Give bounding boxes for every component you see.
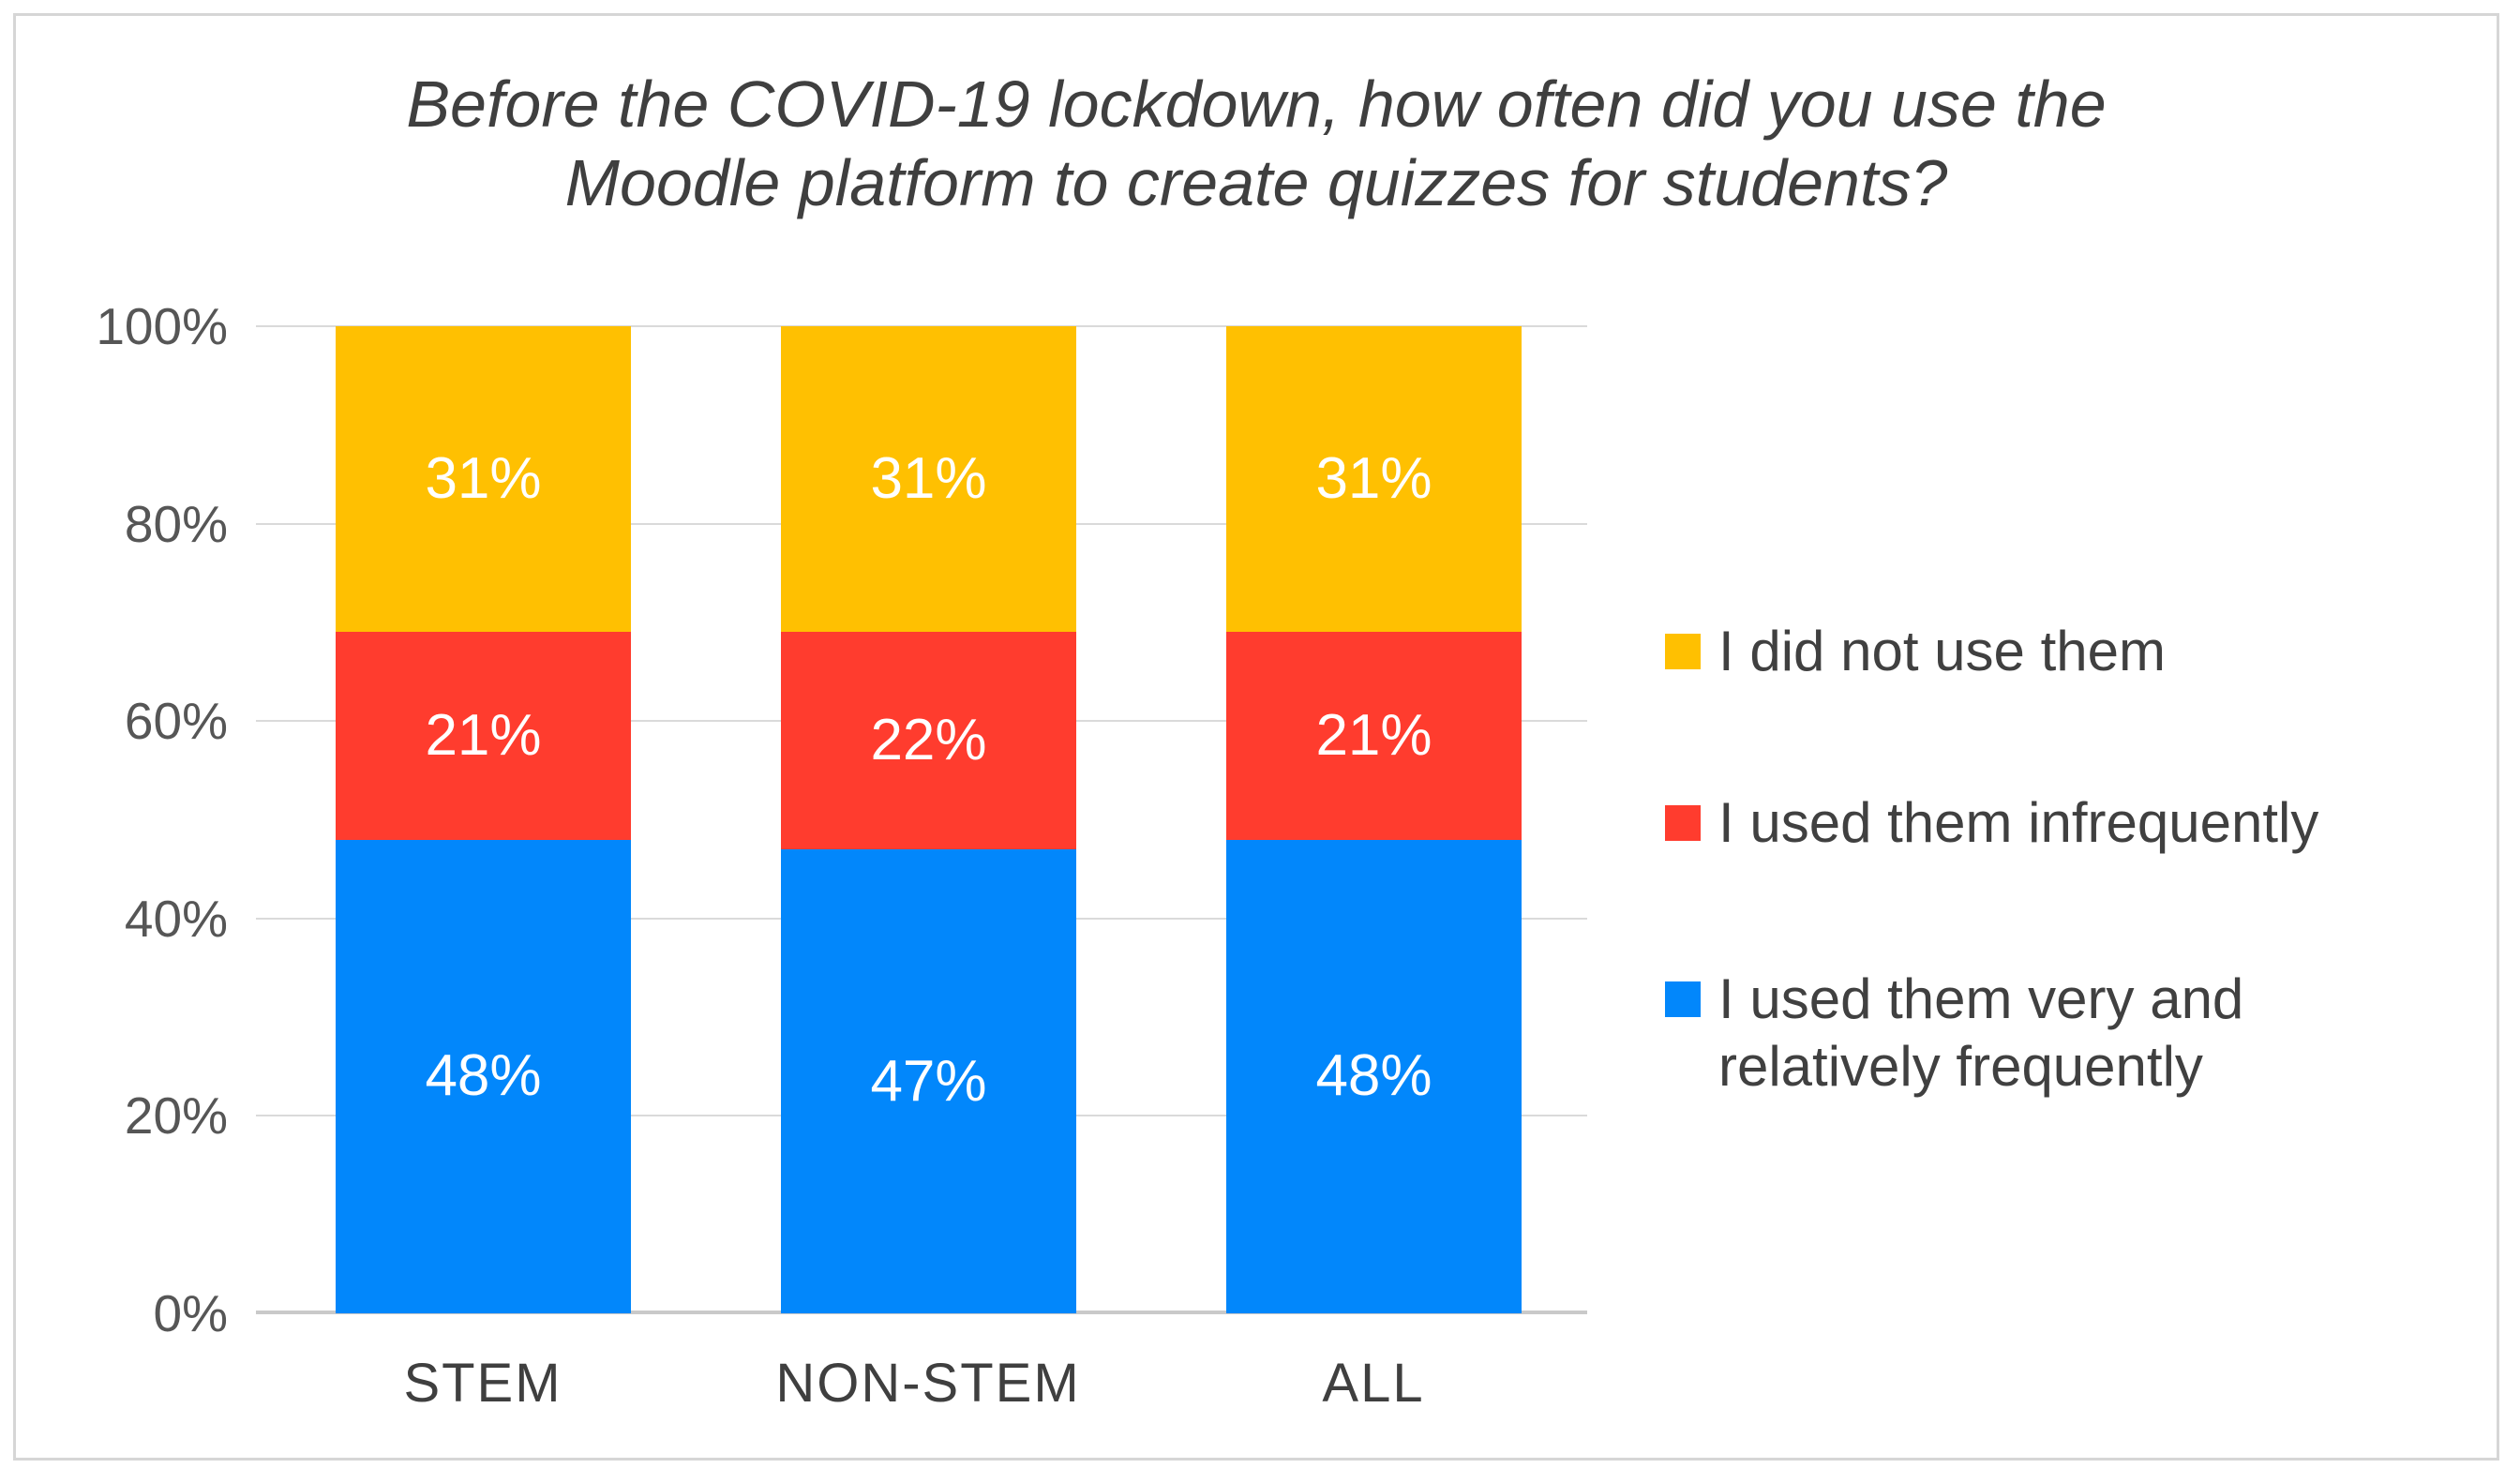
legend-label: I did not use them bbox=[1718, 620, 2166, 682]
bar-value-label: 48% bbox=[425, 1043, 542, 1109]
bar-value-label: 21% bbox=[1315, 702, 1432, 768]
bar-value-label: 48% bbox=[1315, 1043, 1432, 1109]
y-tick-label: 40% bbox=[124, 889, 228, 948]
bar-segment: 21% bbox=[1226, 632, 1522, 840]
bar-segment: 31% bbox=[1226, 326, 1522, 633]
bar-value-label: 31% bbox=[870, 446, 987, 512]
bar-segment: 48% bbox=[1226, 839, 1522, 1313]
category-label-stem: STEM bbox=[403, 1353, 562, 1414]
bar-segment: 21% bbox=[336, 632, 631, 840]
bar-value-label: 31% bbox=[1315, 446, 1432, 512]
legend-entry: I used them infrequently bbox=[1665, 789, 2443, 857]
stacked-bar-non-stem: 31% 22% 47% bbox=[781, 326, 1076, 1313]
y-axis-tick-labels: 100% 80% 60% 40% 20% 0% bbox=[44, 297, 228, 1342]
y-tick-label: 100% bbox=[96, 297, 228, 355]
legend-swatch-icon bbox=[1665, 805, 1701, 841]
stacked-bar-stem: 31% 21% 48% bbox=[336, 326, 631, 1313]
legend-swatch-icon bbox=[1665, 981, 1701, 1017]
bar-segment: 48% bbox=[336, 839, 631, 1313]
category-label-non-stem: NON-STEM bbox=[775, 1353, 1081, 1414]
category-label-all: ALL bbox=[1322, 1353, 1425, 1414]
plot-area: 31% 21% 48% 31% 22% 47% 31% 21% 48% bbox=[256, 325, 1587, 1314]
chart-title-line-1: Before the COVID-19 lockdown, how often … bbox=[406, 67, 2107, 141]
bar-segment: 31% bbox=[781, 326, 1076, 633]
bar-value-label: 22% bbox=[870, 708, 987, 773]
bar-segment: 47% bbox=[781, 849, 1076, 1313]
legend-swatch-icon bbox=[1665, 634, 1701, 669]
legend-entry: I did not use them bbox=[1665, 618, 2443, 685]
legend-label: I used them very and relatively frequent… bbox=[1718, 967, 2244, 1098]
chart-frame: Before the COVID-19 lockdown, how often … bbox=[13, 13, 2499, 1461]
legend-label: I used them infrequently bbox=[1718, 791, 2319, 854]
bar-value-label: 21% bbox=[425, 702, 542, 768]
bar-value-label: 47% bbox=[870, 1048, 987, 1114]
stacked-bar-all: 31% 21% 48% bbox=[1226, 326, 1522, 1313]
y-tick-label: 80% bbox=[124, 494, 228, 553]
y-tick-label: 0% bbox=[153, 1284, 229, 1342]
bar-segment: 22% bbox=[781, 632, 1076, 850]
y-tick-label: 60% bbox=[124, 692, 228, 751]
bar-segment: 31% bbox=[336, 326, 631, 633]
chart-title-line-2: Moodle platform to create quizzes for st… bbox=[564, 146, 1948, 219]
bar-value-label: 31% bbox=[425, 446, 542, 512]
legend-entry: I used them very and relatively frequent… bbox=[1665, 966, 2443, 1101]
y-tick-label: 20% bbox=[124, 1086, 228, 1146]
chart-title: Before the COVID-19 lockdown, how often … bbox=[16, 65, 2497, 222]
